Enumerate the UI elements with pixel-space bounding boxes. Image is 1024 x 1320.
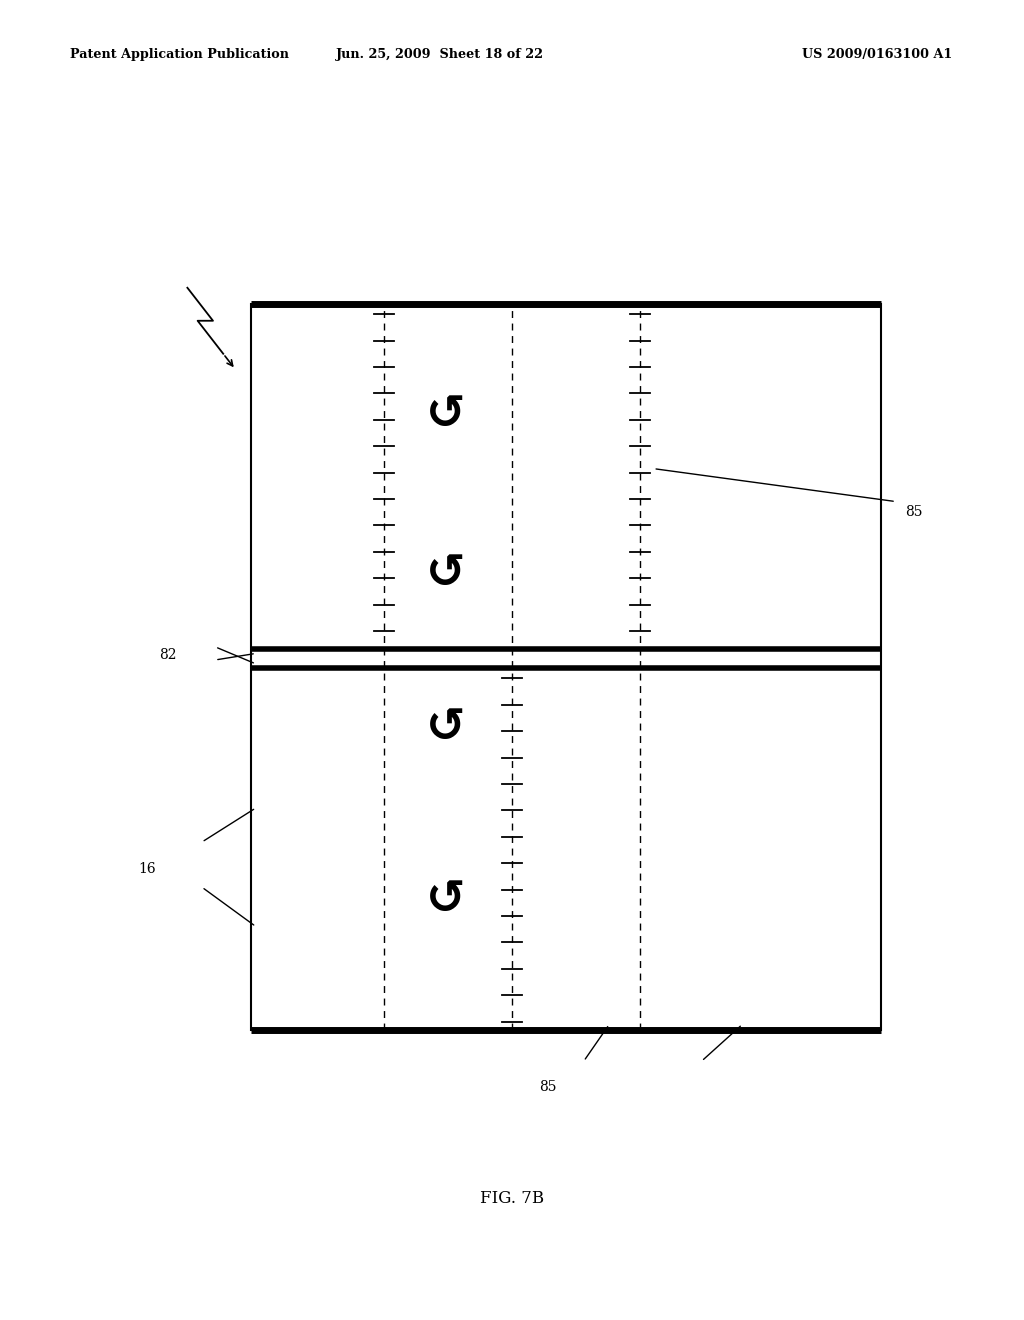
Text: US 2009/0163100 A1: US 2009/0163100 A1 xyxy=(802,48,952,61)
Text: FIG. 7B: FIG. 7B xyxy=(480,1191,544,1206)
Text: ↺: ↺ xyxy=(426,393,465,438)
Text: 85: 85 xyxy=(905,506,923,519)
Text: 85: 85 xyxy=(539,1080,557,1094)
Text: ↺: ↺ xyxy=(426,878,465,923)
Text: ↺: ↺ xyxy=(426,552,465,597)
Text: Patent Application Publication: Patent Application Publication xyxy=(70,48,289,61)
Text: 82: 82 xyxy=(159,648,176,661)
Text: Jun. 25, 2009  Sheet 18 of 22: Jun. 25, 2009 Sheet 18 of 22 xyxy=(336,48,545,61)
Text: 16: 16 xyxy=(138,862,156,875)
Text: ↺: ↺ xyxy=(426,706,465,751)
